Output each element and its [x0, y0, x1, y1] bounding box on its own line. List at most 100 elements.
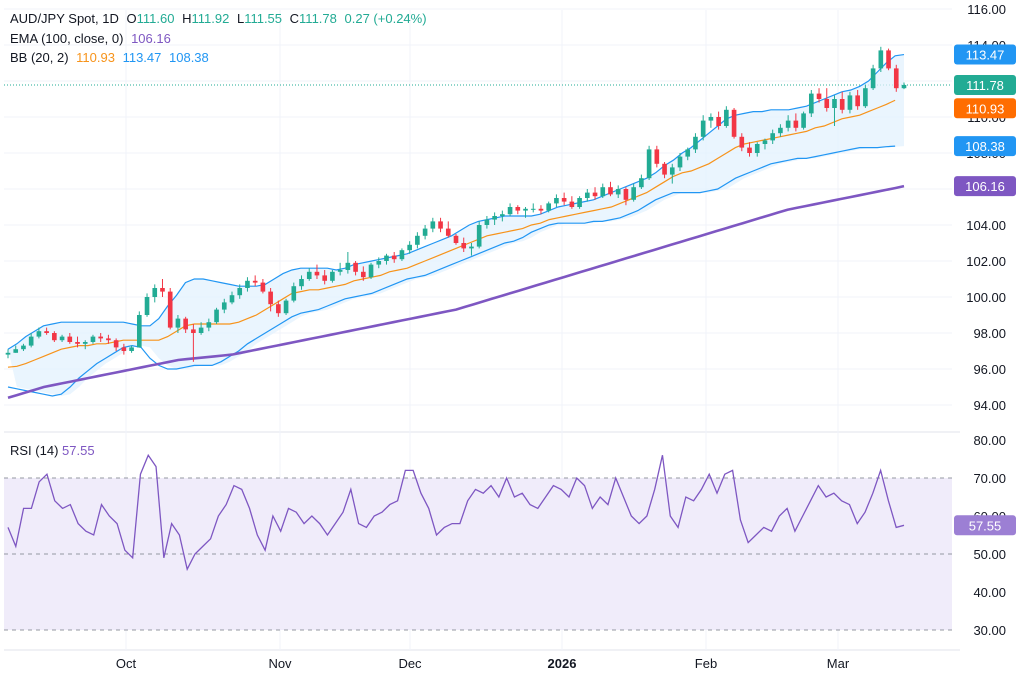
rsi-tag-text: 57.55 — [969, 518, 1002, 533]
high-label: H — [182, 11, 192, 26]
candle-body — [530, 208, 536, 210]
candle-body — [67, 336, 73, 342]
candle-body — [399, 250, 405, 260]
candle — [615, 185, 621, 198]
candle — [399, 248, 405, 261]
change-value: 0.27 (+0.24%) — [344, 11, 427, 26]
candle — [152, 284, 158, 303]
close-value: 111.78 — [299, 11, 337, 26]
bollinger-bands — [7, 53, 905, 397]
candle — [469, 243, 474, 256]
candle — [476, 221, 482, 249]
price-tick-label: 102.00 — [966, 254, 1006, 269]
candle-body — [870, 68, 876, 89]
candle-body — [584, 192, 590, 198]
candle — [445, 221, 451, 238]
candle — [754, 142, 760, 157]
rsi-legend[interactable]: RSI (14) 57.55 — [10, 443, 95, 458]
ema-value: 106.16 — [131, 31, 171, 46]
candle — [724, 106, 729, 128]
candles — [5, 46, 907, 362]
bb-mid-line — [7, 99, 896, 368]
candle — [167, 288, 173, 330]
candle-body — [762, 140, 768, 144]
candle-body — [237, 288, 243, 296]
high-value: 111.92 — [191, 11, 230, 26]
candle — [801, 111, 806, 130]
candle-body — [693, 136, 698, 150]
candle — [708, 113, 714, 128]
candle-body — [438, 221, 443, 229]
rsi-tag-bg — [954, 515, 1016, 536]
candle — [75, 336, 80, 348]
symbol-label[interactable]: AUD/JPY Spot, 1D — [10, 11, 119, 26]
candle — [561, 192, 567, 206]
candle-body — [469, 246, 474, 249]
candle-body — [245, 280, 250, 288]
candle-body — [206, 322, 212, 328]
candle — [330, 270, 335, 283]
candle-body — [75, 342, 80, 344]
candle — [461, 237, 467, 252]
candle — [415, 232, 420, 249]
candle-body — [152, 288, 158, 297]
candle — [693, 133, 698, 153]
candle-body — [500, 214, 505, 216]
candle — [183, 316, 188, 333]
bb-lower-tag-text: 108.38 — [965, 139, 1005, 154]
candle-body — [893, 68, 899, 89]
candle — [260, 279, 266, 294]
candle — [631, 183, 636, 202]
time-tick-label: Oct — [116, 656, 137, 671]
candle-body — [136, 315, 142, 348]
candle-body — [677, 156, 683, 168]
candle — [337, 262, 343, 276]
candle — [175, 315, 181, 333]
candle — [530, 203, 536, 213]
candle-body — [747, 147, 752, 153]
candle — [368, 262, 374, 279]
bb-lower-value: 108.38 — [169, 50, 209, 65]
close-price-tag-text: 111.78 — [966, 78, 1004, 93]
candle — [13, 345, 19, 353]
candle — [113, 338, 119, 351]
candle-body — [608, 187, 613, 195]
candle-body — [422, 228, 428, 236]
candle — [407, 241, 412, 254]
ema-legend[interactable]: EMA (100, close, 0) 106.16 — [10, 31, 175, 46]
candle — [306, 268, 312, 281]
candle-body — [52, 333, 57, 341]
rsi-tick-label: 50.00 — [973, 547, 1006, 562]
candle — [669, 163, 675, 184]
bb-legend[interactable]: BB (20, 2) 110.93 113.47 108.38 — [10, 50, 213, 65]
price-tick-label: 100.00 — [966, 290, 1006, 305]
candle-body — [299, 279, 304, 287]
candle — [646, 145, 652, 180]
candle-body — [28, 336, 34, 346]
candle-body — [855, 95, 860, 107]
candle-body — [144, 297, 150, 315]
candle — [252, 275, 258, 287]
candle — [229, 291, 235, 305]
candle-body — [322, 275, 328, 281]
candle-body — [229, 295, 235, 303]
candle — [901, 82, 907, 90]
candle-body — [793, 120, 799, 128]
candle — [592, 187, 598, 200]
rsi-line — [7, 453, 905, 572]
rsi-tick-label: 40.00 — [973, 585, 1006, 600]
candle-body — [886, 50, 891, 69]
candle — [5, 349, 11, 359]
time-tick-label: Nov — [268, 656, 292, 671]
time-tick-label: Dec — [398, 656, 422, 671]
candle — [793, 113, 799, 132]
candle — [453, 234, 459, 245]
candle-body — [847, 95, 853, 110]
candle — [824, 88, 830, 112]
rsi-tick-label: 70.00 — [973, 471, 1006, 486]
candle — [515, 205, 521, 215]
bb-upper-value: 113.47 — [122, 50, 162, 65]
candle-body — [507, 207, 513, 215]
candle — [430, 217, 436, 233]
